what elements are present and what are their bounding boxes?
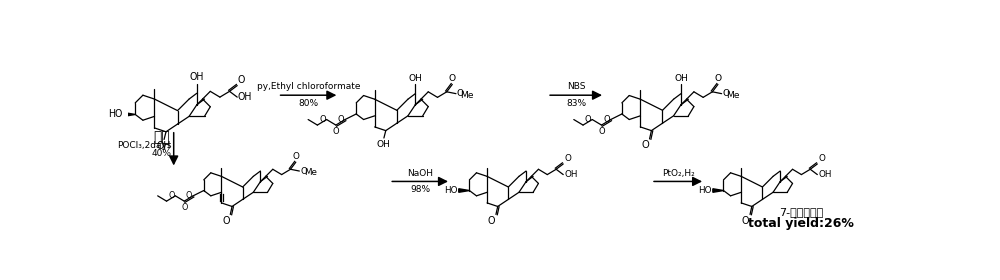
Polygon shape <box>459 189 469 192</box>
Text: Me: Me <box>304 168 317 177</box>
Text: OH: OH <box>818 170 832 179</box>
Text: O: O <box>292 152 299 161</box>
Text: O: O <box>457 89 464 98</box>
Text: HO: HO <box>444 186 457 195</box>
Text: O: O <box>488 216 495 226</box>
Text: 83%: 83% <box>566 99 586 108</box>
Text: py,Ethyl chloroformate: py,Ethyl chloroformate <box>257 82 360 91</box>
Text: OH: OH <box>564 170 578 179</box>
Text: OH: OH <box>238 92 252 102</box>
Text: O: O <box>742 216 749 226</box>
Text: O: O <box>641 141 649 150</box>
Text: OH: OH <box>157 141 171 151</box>
Text: O: O <box>818 154 825 163</box>
Text: O: O <box>333 127 339 136</box>
Text: O: O <box>449 74 456 83</box>
Text: O: O <box>585 115 592 124</box>
Text: O: O <box>168 191 175 200</box>
Text: HO: HO <box>698 186 711 195</box>
Text: O: O <box>598 127 605 136</box>
Text: 7-锐基石胆酸: 7-锐基石胆酸 <box>779 207 823 217</box>
Text: O: O <box>181 203 187 212</box>
Text: O: O <box>319 115 326 124</box>
Text: NaOH: NaOH <box>407 169 433 178</box>
Text: PtO₂,H₂: PtO₂,H₂ <box>662 169 694 178</box>
Text: O: O <box>222 216 230 226</box>
Text: 80%: 80% <box>298 99 319 108</box>
Text: O: O <box>300 167 307 176</box>
Text: Me: Me <box>461 91 474 100</box>
Text: O: O <box>338 115 344 124</box>
Text: O: O <box>714 74 721 83</box>
Polygon shape <box>124 113 135 116</box>
Text: O: O <box>186 191 192 200</box>
Polygon shape <box>713 189 723 192</box>
Text: 胆酸: 胆酸 <box>154 130 171 144</box>
Text: O: O <box>603 115 610 124</box>
Text: total yield:26%: total yield:26% <box>748 217 854 230</box>
Text: 98%: 98% <box>410 185 430 194</box>
Text: OH: OH <box>674 74 688 83</box>
Text: OH: OH <box>408 74 422 83</box>
Text: Me: Me <box>726 91 740 100</box>
Text: O: O <box>238 75 245 85</box>
Text: 40%: 40% <box>151 149 171 158</box>
Text: OH: OH <box>377 139 391 149</box>
Text: OH: OH <box>190 72 204 82</box>
Text: O: O <box>722 89 730 98</box>
Text: O: O <box>564 154 571 163</box>
Text: HO: HO <box>108 109 122 120</box>
Text: POCl₃,2days: POCl₃,2days <box>117 141 171 150</box>
Text: NBS: NBS <box>567 82 585 91</box>
